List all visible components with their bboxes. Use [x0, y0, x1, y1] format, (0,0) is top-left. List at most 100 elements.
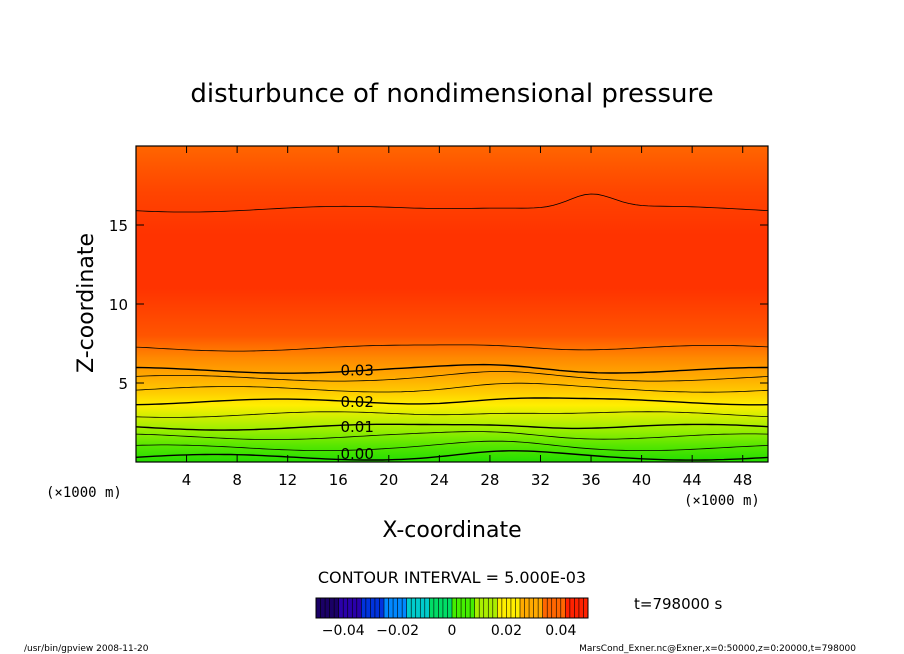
- y-axis-label: Z-coordinate: [74, 233, 99, 373]
- contour-labels: 0.03 0.02 0.01 0.00: [340, 361, 373, 463]
- colorbar-stripe: [492, 598, 498, 618]
- colorbar-stripe: [488, 598, 494, 618]
- colorbar-stripe: [479, 598, 485, 618]
- colorbar-stripe: [411, 598, 417, 618]
- colorbar-stripe: [420, 598, 426, 618]
- colorbar-tick-label: 0.04: [545, 623, 576, 639]
- x-unit-left: (×1000 m): [46, 485, 122, 501]
- contour-line: [136, 450, 768, 461]
- colorbar-stripe: [461, 598, 467, 618]
- colorbar-stripe: [384, 598, 390, 618]
- colorbar-stripe: [379, 598, 385, 618]
- colorbar-stripe: [456, 598, 462, 618]
- contour-line: [136, 382, 768, 393]
- colorbar-stripe: [361, 598, 367, 618]
- plot-area: 0.030.020.010.00 4 8 12 16 20 24 28 32 36 40 44 48 …: [109, 145, 769, 489]
- colorbar-stripe: [547, 598, 553, 618]
- colorbar-stripe: [452, 598, 458, 618]
- contour-label: 0.01: [340, 418, 373, 436]
- footer-right: MarsCond_Exner.nc@Exner,x=0:50000,z=0:20…: [579, 644, 856, 654]
- colorbar-stripe: [583, 598, 589, 618]
- x-tick-label: 48: [733, 471, 752, 489]
- colorbar-stripe: [501, 598, 507, 618]
- colorbar-stripe: [506, 598, 512, 618]
- colorbar-stripe: [542, 598, 548, 618]
- contour-label: 0.00: [340, 445, 373, 463]
- colorbar-stripe: [578, 598, 584, 618]
- colorbar-stripe: [510, 598, 516, 618]
- colorbar-stripe: [474, 598, 480, 618]
- contour-line: [136, 193, 768, 213]
- chart-title: disturbunce of nondimensional pressure: [190, 79, 713, 109]
- contour-label: 0.02: [340, 393, 373, 411]
- colorbar-stripe: [574, 598, 580, 618]
- colorbar-stripe: [497, 598, 503, 618]
- contour-line: [136, 440, 768, 451]
- colorbar-stripe: [429, 598, 435, 618]
- colorbar-stripe: [316, 598, 322, 618]
- x-tick-label: 20: [379, 471, 398, 489]
- x-axis-ticks: 4 8 12 16 20 24 28 32 36 40 44 48: [182, 146, 752, 489]
- colorbar-frame: [315, 597, 589, 619]
- colorbar-stripe: [424, 598, 430, 618]
- x-tick-label: 24: [430, 471, 449, 489]
- colorbar-stripe: [393, 598, 399, 618]
- colorbar-stripe: [347, 598, 353, 618]
- colorbar-stripe: [447, 598, 453, 618]
- x-tick-label: 36: [581, 471, 600, 489]
- contour-line: [136, 371, 768, 382]
- colorbar-stripe: [370, 598, 376, 618]
- x-tick-label: 4: [182, 471, 192, 489]
- y-axis-ticks: 5 10 15: [109, 217, 768, 393]
- colorbar-stripe: [402, 598, 408, 618]
- colorbar-stripe: [374, 598, 380, 618]
- contour-interval: CONTOUR INTERVAL = 5.000E-03: [318, 568, 586, 587]
- contour-line: [136, 423, 768, 431]
- colorbar-stripe: [352, 598, 358, 618]
- colorbar-stripe: [334, 598, 340, 618]
- colorbar: [315, 597, 589, 619]
- colorbar-stripe: [325, 598, 331, 618]
- colorbar-stripe: [529, 598, 535, 618]
- x-tick-label: 32: [531, 471, 550, 489]
- colorbar-tick-label: 0.02: [491, 623, 522, 639]
- contour-line: [136, 431, 768, 440]
- colorbar-stripe: [415, 598, 421, 618]
- contour-label: 0.03: [340, 361, 373, 379]
- colorbar-tick-label: 0: [448, 623, 457, 639]
- x-tick-label: 16: [329, 471, 348, 489]
- colorbar-stripe: [356, 598, 362, 618]
- contour-field: [136, 146, 768, 462]
- colorbar-tick-labels: −0.04 −0.02 0 0.02 0.04: [322, 623, 577, 639]
- footer-left: /usr/bin/gpview 2008-11-20: [24, 644, 149, 654]
- y-tick-label: 5: [118, 375, 128, 393]
- colorbar-stripe: [533, 598, 539, 618]
- x-axis-label: X-coordinate: [382, 518, 521, 543]
- colorbar-stripe: [438, 598, 444, 618]
- colorbar-stripe: [569, 598, 575, 618]
- x-tick-label: 28: [480, 471, 499, 489]
- x-tick-label: 40: [632, 471, 651, 489]
- x-tick-label: 12: [278, 471, 297, 489]
- x-tick-label: 8: [232, 471, 242, 489]
- y-tick-label: 10: [109, 296, 128, 314]
- colorbar-stripe: [483, 598, 489, 618]
- colorbar-stripe: [406, 598, 412, 618]
- colorbar-stripe: [465, 598, 471, 618]
- contour-line: [136, 344, 768, 352]
- colorbar-tick-label: −0.02: [376, 623, 419, 639]
- colorbar-stripe: [538, 598, 544, 618]
- colorbar-stripe: [515, 598, 521, 618]
- contour-line: [136, 397, 768, 406]
- colorbar-stripe: [524, 598, 530, 618]
- contour-lines: [136, 193, 768, 461]
- colorbar-stripe: [565, 598, 571, 618]
- colorbar-stripe: [442, 598, 448, 618]
- colorbar-stripe: [520, 598, 526, 618]
- colorbar-stripe: [397, 598, 403, 618]
- colorbar-tick-label: −0.04: [322, 623, 365, 639]
- x-tick-label: 44: [683, 471, 702, 489]
- colorbar-stripe: [338, 598, 344, 618]
- colorbar-stripe: [551, 598, 557, 618]
